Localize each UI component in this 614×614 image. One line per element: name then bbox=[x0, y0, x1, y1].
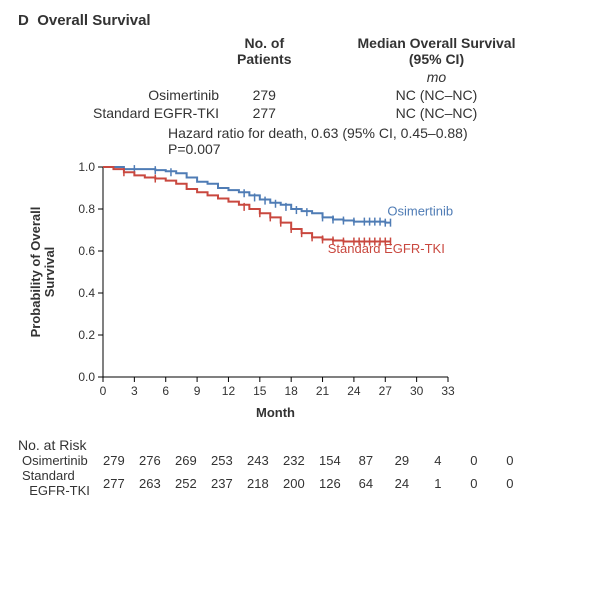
svg-text:0: 0 bbox=[100, 384, 107, 398]
risk-cell: 64 bbox=[348, 468, 384, 498]
risk-label: Osimertinib bbox=[18, 453, 96, 468]
svg-text:21: 21 bbox=[316, 384, 330, 398]
risk-title: No. at Risk bbox=[18, 437, 596, 453]
risk-cell: 279 bbox=[96, 453, 132, 468]
svg-text:3: 3 bbox=[131, 384, 138, 398]
svg-text:15: 15 bbox=[253, 384, 267, 398]
arm1-n: 277 bbox=[229, 105, 299, 121]
risk-cell: 4 bbox=[420, 453, 456, 468]
panel-title: D Overall Survival bbox=[18, 12, 596, 29]
svg-text:Month: Month bbox=[256, 405, 295, 420]
risk-cell: 276 bbox=[132, 453, 168, 468]
risk-cell: 237 bbox=[204, 468, 240, 498]
risk-cell: 29 bbox=[384, 453, 420, 468]
arm0-name: Osimertinib bbox=[85, 87, 227, 103]
risk-cell: 253 bbox=[204, 453, 240, 468]
risk-cell: 1 bbox=[420, 468, 456, 498]
svg-text:0.0: 0.0 bbox=[78, 370, 95, 384]
svg-text:9: 9 bbox=[194, 384, 201, 398]
risk-cell: 243 bbox=[240, 453, 276, 468]
svg-text:30: 30 bbox=[410, 384, 424, 398]
col-patients: No. ofPatients bbox=[229, 35, 299, 67]
arm0-med: NC (NC–NC) bbox=[350, 87, 524, 103]
risk-cell: 126 bbox=[312, 468, 348, 498]
risk-cell: 263 bbox=[132, 468, 168, 498]
svg-text:33: 33 bbox=[441, 384, 455, 398]
arm1-med: NC (NC–NC) bbox=[350, 105, 524, 121]
risk-cell: 218 bbox=[240, 468, 276, 498]
svg-text:1.0: 1.0 bbox=[78, 160, 95, 174]
p-value: P=0.007 bbox=[168, 141, 596, 157]
svg-text:6: 6 bbox=[162, 384, 169, 398]
svg-text:24: 24 bbox=[347, 384, 361, 398]
risk-cell: 0 bbox=[456, 453, 492, 468]
panel-letter: D bbox=[18, 12, 29, 29]
hazard-ratio: Hazard ratio for death, 0.63 (95% CI, 0.… bbox=[168, 125, 596, 141]
svg-text:12: 12 bbox=[222, 384, 236, 398]
arm0-n: 279 bbox=[229, 87, 299, 103]
risk-cell: 24 bbox=[384, 468, 420, 498]
svg-text:18: 18 bbox=[285, 384, 299, 398]
arm1-name: Standard EGFR-TKI bbox=[85, 105, 227, 121]
risk-cell: 87 bbox=[348, 453, 384, 468]
risk-cell: 154 bbox=[312, 453, 348, 468]
panel-name: Overall Survival bbox=[37, 12, 150, 29]
svg-text:0.4: 0.4 bbox=[78, 286, 95, 300]
col-median: Median Overall Survival(95% CI) bbox=[350, 35, 524, 67]
risk-cell: 0 bbox=[456, 468, 492, 498]
header-table: No. ofPatients Median Overall Survival(9… bbox=[83, 33, 525, 123]
svg-text:Probability of Overall: Probability of Overall bbox=[28, 207, 43, 338]
svg-text:Survival: Survival bbox=[42, 247, 57, 298]
svg-text:Standard EGFR-TKI: Standard EGFR-TKI bbox=[328, 241, 445, 256]
svg-text:0.8: 0.8 bbox=[78, 202, 95, 216]
svg-text:0.2: 0.2 bbox=[78, 328, 95, 342]
km-chart: 0.0 0.2 0.4 0.6 0.8 1.0 0 3 6 9 12 15 18 21 24 27 30 33 Mo… bbox=[18, 157, 488, 427]
risk-table: Osimertinib2792762692532432321548729400S… bbox=[18, 453, 528, 498]
svg-text:Osimertinib: Osimertinib bbox=[387, 203, 453, 218]
risk-cell: 200 bbox=[276, 468, 312, 498]
risk-cell: 0 bbox=[492, 453, 528, 468]
risk-cell: 232 bbox=[276, 453, 312, 468]
risk-cell: 277 bbox=[96, 468, 132, 498]
svg-text:27: 27 bbox=[379, 384, 393, 398]
risk-cell: 252 bbox=[168, 468, 204, 498]
risk-cell: 269 bbox=[168, 453, 204, 468]
risk-label: Standard EGFR-TKI bbox=[18, 468, 96, 498]
risk-cell: 0 bbox=[492, 468, 528, 498]
svg-text:0.6: 0.6 bbox=[78, 244, 95, 258]
unit: mo bbox=[350, 69, 524, 85]
